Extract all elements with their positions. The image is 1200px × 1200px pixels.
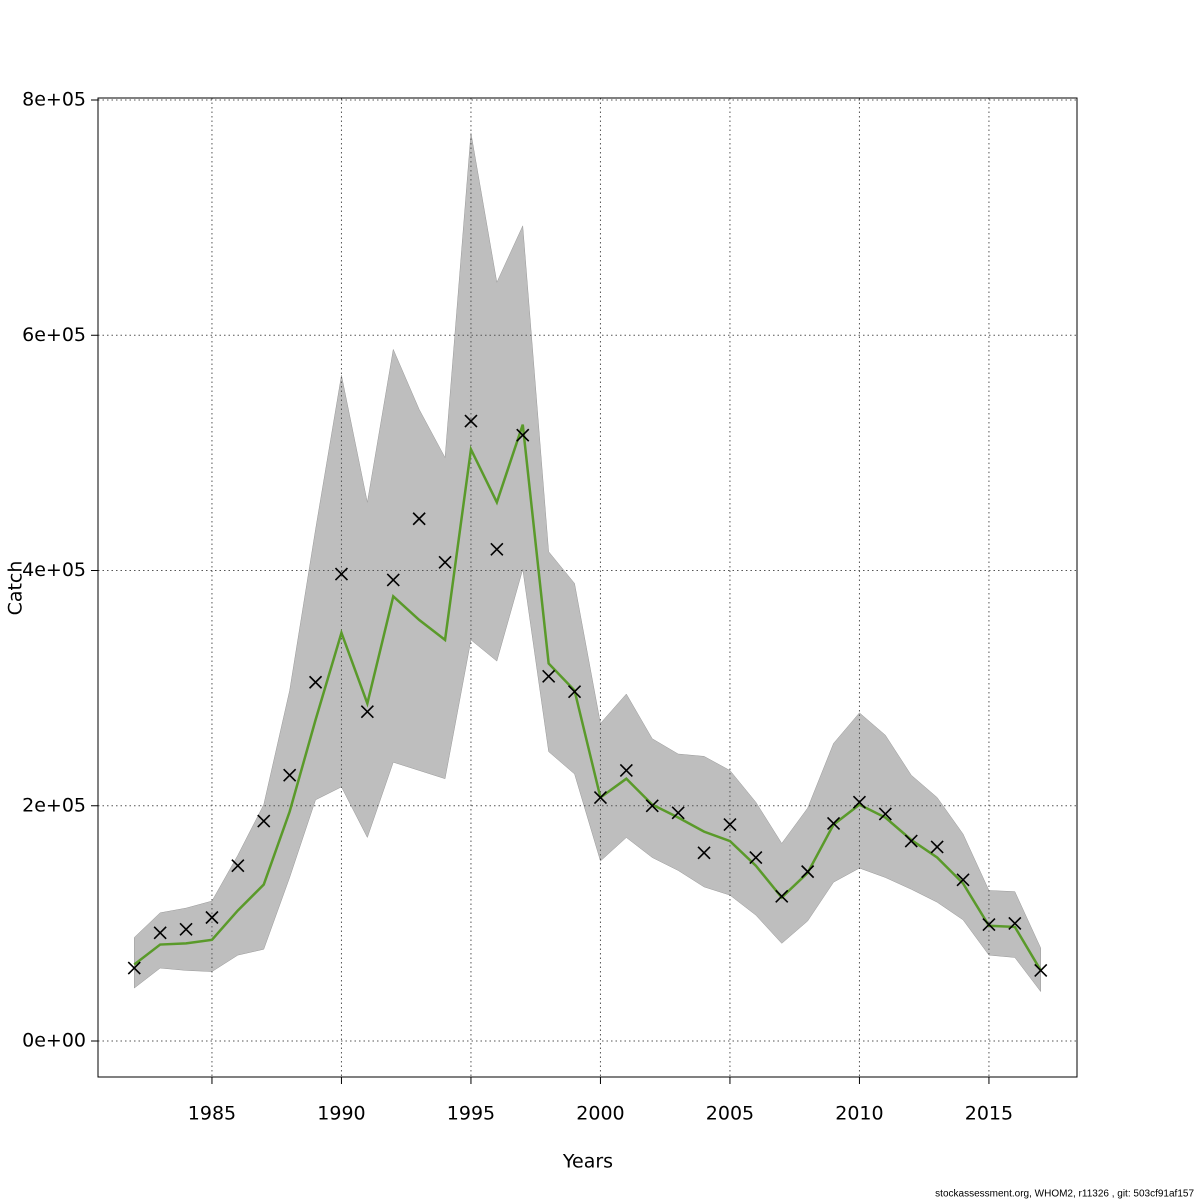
estimate-line: [133, 424, 1042, 972]
x-tick-label: 2000: [576, 1103, 624, 1125]
observed-point: [179, 922, 193, 936]
observed-point: [645, 799, 659, 813]
observed-point: [878, 807, 892, 821]
observed-point: [308, 675, 323, 689]
observed-point: [386, 573, 400, 587]
y-tick-label: 6e+05: [22, 324, 86, 346]
observed-point: [852, 795, 867, 809]
observed-point: [257, 814, 271, 828]
observed-point: [593, 790, 608, 805]
observed-point: [412, 512, 426, 526]
observed-point: [334, 567, 349, 581]
observed-point: [801, 865, 815, 879]
observed-point: [723, 818, 737, 832]
y-tick-label: 0e+00: [22, 1030, 86, 1052]
x-tick-label: 1990: [317, 1103, 365, 1125]
x-tick-label: 2005: [706, 1103, 754, 1125]
observed-point: [490, 542, 504, 556]
observed-point: [153, 926, 167, 940]
observed-point: [697, 846, 711, 860]
x-tick-label: 2015: [965, 1103, 1013, 1125]
confidence-band: [134, 132, 1041, 993]
observed-point: [956, 873, 970, 887]
observed-point: [904, 834, 918, 848]
observed-point: [127, 961, 141, 975]
observed-point: [464, 414, 478, 428]
observed-point: [231, 859, 245, 873]
y-tick-label: 4e+05: [22, 559, 86, 581]
observed-point: [516, 428, 530, 442]
observed-point: [360, 705, 374, 719]
observed-point: [982, 917, 996, 932]
observed-point: [775, 889, 789, 903]
observed-point: [283, 768, 297, 782]
observed-point: [749, 850, 763, 865]
plot-frame: [97, 97, 1078, 1078]
observed-point: [930, 840, 944, 854]
observed-point: [438, 555, 452, 569]
observed-point: [1008, 916, 1022, 930]
observed-point: [1034, 963, 1048, 977]
observed-point: [205, 910, 219, 925]
x-tick-label: 2010: [835, 1103, 883, 1125]
x-tick-label: 1985: [188, 1103, 236, 1125]
footer: stockassessment.org, WHOM2, r11326 , git…: [935, 1189, 1194, 1200]
y-tick-label: 2e+05: [22, 794, 86, 816]
observed-point: [826, 816, 841, 830]
observed-point: [542, 669, 556, 683]
x-axis-label: Years: [562, 1151, 613, 1173]
y-axis-label: Catch: [5, 561, 27, 616]
y-tick-label: 8e+05: [22, 88, 86, 110]
observed-point: [619, 763, 633, 778]
observed-point: [671, 806, 685, 820]
x-tick-label: 1995: [447, 1103, 495, 1125]
observed-point: [567, 685, 582, 699]
